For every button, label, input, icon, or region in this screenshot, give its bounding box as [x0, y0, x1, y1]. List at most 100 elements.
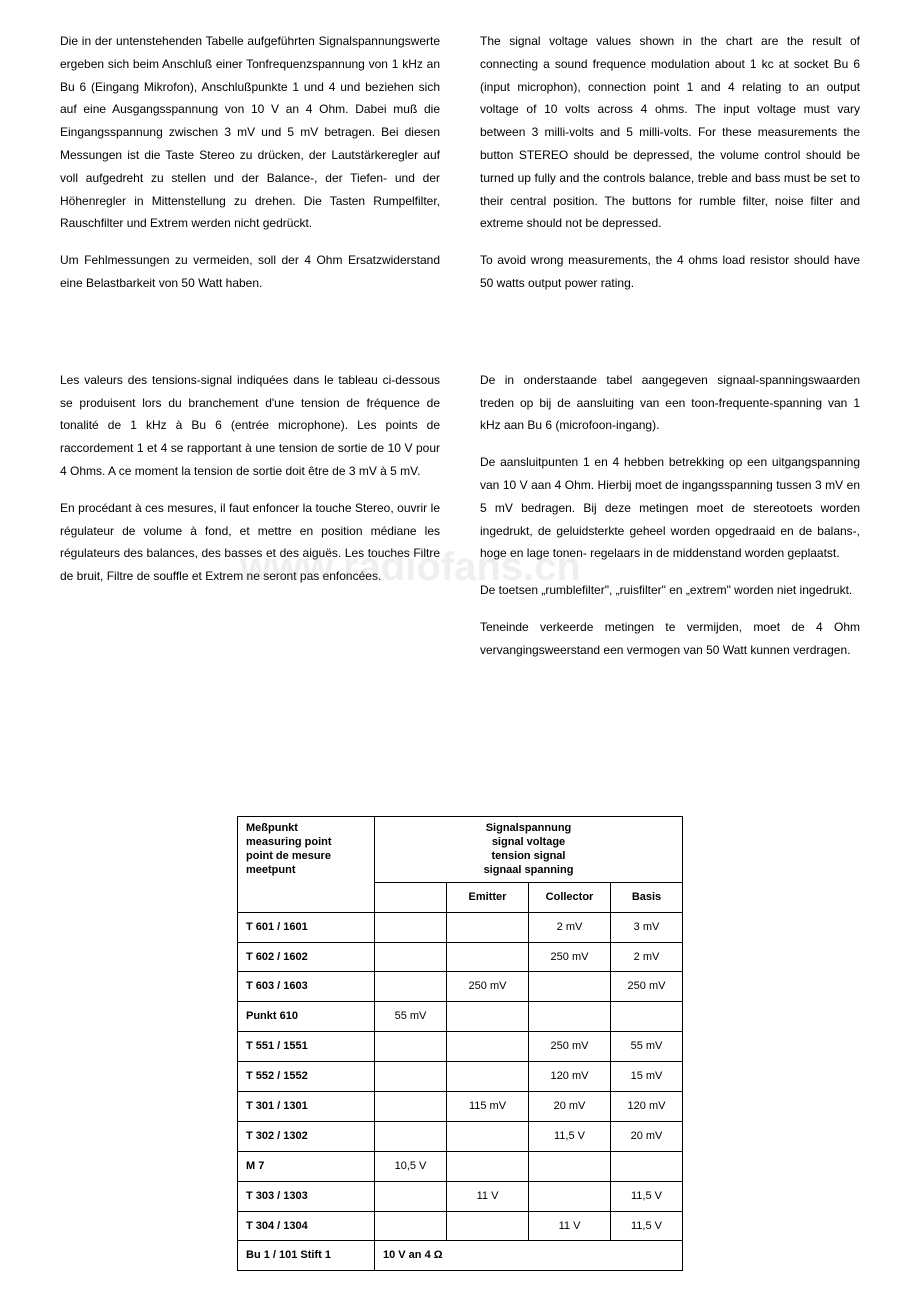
- cell-point: Punkt 610: [238, 1002, 375, 1032]
- cell-basis: 11,5 V: [611, 1211, 683, 1241]
- footer-label: Bu 1 / 101 Stift 1: [238, 1241, 375, 1271]
- cell-emitter: 115 mV: [447, 1091, 529, 1121]
- dutch-paragraph-3: De toetsen „rumblefilter", „ruisfilter" …: [480, 579, 860, 602]
- english-column: The signal voltage values shown in the c…: [480, 30, 860, 309]
- hdr-left-line3: point de mesure: [246, 850, 331, 862]
- cell-collector: [529, 972, 611, 1002]
- hdr-right-line1: Signalspannung: [486, 822, 572, 834]
- hdr-left-line2: measuring point: [246, 836, 332, 848]
- cell-a: [375, 972, 447, 1002]
- english-paragraph-1: The signal voltage values shown in the c…: [480, 30, 860, 235]
- cell-emitter: [447, 1121, 529, 1151]
- subheader-emitter: Emitter: [447, 882, 529, 912]
- subheader-basis: Basis: [611, 882, 683, 912]
- cell-basis: 250 mV: [611, 972, 683, 1002]
- cell-point: T 304 / 1304: [238, 1211, 375, 1241]
- table-body: T 601 / 16012 mV3 mVT 602 / 1602250 mV2 …: [238, 912, 683, 1241]
- cell-a: [375, 912, 447, 942]
- hdr-left-line4: meetpunt: [246, 864, 296, 876]
- cell-collector: [529, 1002, 611, 1032]
- table-row: T 304 / 1304 11 V11,5 V: [238, 1211, 683, 1241]
- cell-basis: 11,5 V: [611, 1181, 683, 1211]
- cell-collector: 11 V: [529, 1211, 611, 1241]
- cell-emitter: [447, 1211, 529, 1241]
- table-row: Punkt 61055 mV: [238, 1002, 683, 1032]
- cell-point: T 602 / 1602: [238, 942, 375, 972]
- table-row: T 603 / 1603250 mV250 mV: [238, 972, 683, 1002]
- german-column: Die in der untenstehenden Tabelle aufgef…: [60, 30, 440, 309]
- table-header-row: Meßpunkt measuring point point de mesure…: [238, 816, 683, 882]
- top-section: Die in der untenstehenden Tabelle aufgef…: [60, 30, 860, 309]
- table-row: T 301 / 1301 115 mV20 mV120 mV: [238, 1091, 683, 1121]
- footer-value: 10 V an 4 Ω: [375, 1241, 683, 1271]
- cell-collector: 250 mV: [529, 942, 611, 972]
- english-paragraph-2: To avoid wrong measurements, the 4 ohms …: [480, 249, 860, 295]
- subheader-blank: [375, 882, 447, 912]
- cell-collector: 120 mV: [529, 1062, 611, 1092]
- cell-point: T 301 / 1301: [238, 1091, 375, 1121]
- table-row: T 552 / 1552 120 mV15 mV: [238, 1062, 683, 1092]
- cell-basis: 2 mV: [611, 942, 683, 972]
- hdr-right-line3: tension signal: [492, 850, 566, 862]
- cell-collector: [529, 1151, 611, 1181]
- cell-point: T 552 / 1552: [238, 1062, 375, 1092]
- cell-emitter: [447, 1032, 529, 1062]
- cell-emitter: [447, 912, 529, 942]
- cell-a: [375, 1211, 447, 1241]
- cell-basis: 55 mV: [611, 1032, 683, 1062]
- cell-a: [375, 942, 447, 972]
- header-measuring-point: Meßpunkt measuring point point de mesure…: [238, 816, 375, 912]
- cell-a: [375, 1062, 447, 1092]
- cell-a: 55 mV: [375, 1002, 447, 1032]
- cell-basis: 120 mV: [611, 1091, 683, 1121]
- french-paragraph-2: En procédant à ces mesures, il faut enfo…: [60, 497, 440, 588]
- cell-collector: 11,5 V: [529, 1121, 611, 1151]
- cell-point: T 551 / 1551: [238, 1032, 375, 1062]
- cell-collector: [529, 1181, 611, 1211]
- table-row: T 302 / 1302 11,5 V20 mV: [238, 1121, 683, 1151]
- hdr-right-line4: signaal spanning: [484, 864, 574, 876]
- german-paragraph-2: Um Fehlmessungen zu vermeiden, soll der …: [60, 249, 440, 295]
- cell-basis: [611, 1151, 683, 1181]
- cell-emitter: 11 V: [447, 1181, 529, 1211]
- french-paragraph-1: Les valeurs des tensions-signal indiquée…: [60, 369, 440, 483]
- cell-a: [375, 1091, 447, 1121]
- dutch-paragraph-4: Teneinde verkeerde metingen te vermijden…: [480, 616, 860, 662]
- table-row: T 602 / 1602 250 mV2 mV: [238, 942, 683, 972]
- cell-emitter: [447, 1062, 529, 1092]
- header-signal-voltage: Signalspannung signal voltage tension si…: [375, 816, 683, 882]
- table-row: M 710,5 V: [238, 1151, 683, 1181]
- cell-point: T 603 / 1603: [238, 972, 375, 1002]
- cell-point: T 601 / 1601: [238, 912, 375, 942]
- hdr-right-line2: signal voltage: [492, 836, 565, 848]
- cell-emitter: [447, 1002, 529, 1032]
- cell-basis: 15 mV: [611, 1062, 683, 1092]
- hdr-left-line1: Meßpunkt: [246, 822, 298, 834]
- cell-collector: 2 mV: [529, 912, 611, 942]
- cell-collector: 250 mV: [529, 1032, 611, 1062]
- table-container: Meßpunkt measuring point point de mesure…: [60, 816, 860, 1272]
- cell-point: M 7: [238, 1151, 375, 1181]
- table-row: T 303 / 1303 11 V 11,5 V: [238, 1181, 683, 1211]
- french-column: Les valeurs des tensions-signal indiquée…: [60, 369, 440, 676]
- cell-point: T 302 / 1302: [238, 1121, 375, 1151]
- mid-section: www.radiofans.cn Les valeurs des tension…: [60, 369, 860, 676]
- cell-collector: 20 mV: [529, 1091, 611, 1121]
- dutch-column: De in onderstaande tabel aangegeven sign…: [480, 369, 860, 676]
- cell-basis: [611, 1002, 683, 1032]
- cell-a: [375, 1121, 447, 1151]
- cell-basis: 20 mV: [611, 1121, 683, 1151]
- cell-emitter: [447, 1151, 529, 1181]
- cell-a: [375, 1181, 447, 1211]
- signal-voltage-table: Meßpunkt measuring point point de mesure…: [237, 816, 683, 1272]
- cell-a: 10,5 V: [375, 1151, 447, 1181]
- subheader-collector: Collector: [529, 882, 611, 912]
- dutch-paragraph-1: De in onderstaande tabel aangegeven sign…: [480, 369, 860, 437]
- german-paragraph-1: Die in der untenstehenden Tabelle aufgef…: [60, 30, 440, 235]
- cell-a: [375, 1032, 447, 1062]
- table-footer-row: Bu 1 / 101 Stift 1 10 V an 4 Ω: [238, 1241, 683, 1271]
- cell-point: T 303 / 1303: [238, 1181, 375, 1211]
- cell-basis: 3 mV: [611, 912, 683, 942]
- table-row: T 601 / 1601 2 mV3 mV: [238, 912, 683, 942]
- dutch-paragraph-2: De aansluitpunten 1 en 4 hebben betrekki…: [480, 451, 860, 565]
